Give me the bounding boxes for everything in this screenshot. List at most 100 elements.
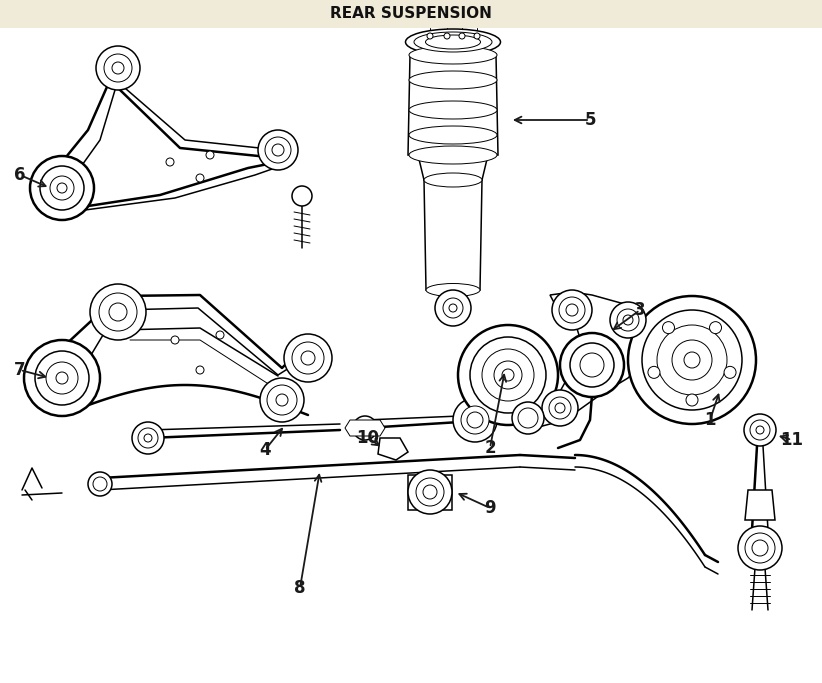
Circle shape bbox=[512, 402, 544, 434]
Polygon shape bbox=[408, 55, 498, 155]
Circle shape bbox=[99, 293, 137, 331]
Circle shape bbox=[672, 340, 712, 380]
Circle shape bbox=[709, 322, 722, 333]
Circle shape bbox=[416, 478, 444, 506]
Circle shape bbox=[96, 46, 140, 90]
Circle shape bbox=[738, 526, 782, 570]
Circle shape bbox=[56, 372, 68, 384]
Circle shape bbox=[559, 297, 585, 323]
Circle shape bbox=[750, 420, 770, 440]
Circle shape bbox=[46, 362, 78, 394]
Circle shape bbox=[50, 176, 74, 200]
Circle shape bbox=[216, 331, 224, 339]
Ellipse shape bbox=[409, 101, 497, 119]
Circle shape bbox=[449, 304, 457, 312]
Circle shape bbox=[90, 284, 146, 340]
Circle shape bbox=[752, 540, 768, 556]
Circle shape bbox=[458, 325, 558, 425]
Circle shape bbox=[35, 351, 89, 405]
Ellipse shape bbox=[414, 32, 492, 52]
Circle shape bbox=[657, 325, 727, 395]
Ellipse shape bbox=[424, 173, 482, 187]
Polygon shape bbox=[408, 475, 452, 510]
Text: REAR SUSPENSION: REAR SUSPENSION bbox=[330, 7, 492, 21]
Circle shape bbox=[494, 361, 522, 389]
Circle shape bbox=[724, 366, 736, 378]
Polygon shape bbox=[378, 438, 408, 460]
Circle shape bbox=[686, 394, 698, 406]
Circle shape bbox=[560, 333, 624, 397]
Circle shape bbox=[93, 477, 107, 491]
Circle shape bbox=[109, 303, 127, 321]
Polygon shape bbox=[345, 420, 385, 436]
Ellipse shape bbox=[409, 146, 497, 164]
Circle shape bbox=[610, 302, 646, 338]
Text: 4: 4 bbox=[259, 441, 270, 459]
Circle shape bbox=[30, 156, 94, 220]
Circle shape bbox=[580, 353, 604, 377]
Circle shape bbox=[461, 406, 489, 434]
Circle shape bbox=[744, 414, 776, 446]
Circle shape bbox=[470, 337, 546, 413]
Circle shape bbox=[57, 183, 67, 193]
Ellipse shape bbox=[405, 29, 501, 55]
Circle shape bbox=[427, 33, 433, 39]
Circle shape bbox=[474, 33, 480, 39]
Circle shape bbox=[272, 144, 284, 156]
Circle shape bbox=[206, 151, 214, 159]
Circle shape bbox=[196, 174, 204, 182]
Text: 1: 1 bbox=[704, 411, 716, 429]
Circle shape bbox=[276, 394, 288, 406]
Circle shape bbox=[166, 158, 174, 166]
Circle shape bbox=[570, 343, 614, 387]
Circle shape bbox=[623, 315, 633, 325]
Polygon shape bbox=[424, 180, 482, 290]
Circle shape bbox=[518, 408, 538, 428]
Circle shape bbox=[88, 472, 112, 496]
Circle shape bbox=[292, 342, 324, 374]
Text: 7: 7 bbox=[14, 361, 25, 379]
Circle shape bbox=[24, 340, 100, 416]
Ellipse shape bbox=[409, 126, 497, 144]
Circle shape bbox=[745, 533, 775, 563]
Circle shape bbox=[353, 416, 377, 440]
Circle shape bbox=[284, 334, 332, 382]
Circle shape bbox=[40, 166, 84, 210]
Ellipse shape bbox=[409, 71, 497, 89]
Circle shape bbox=[260, 378, 304, 422]
Circle shape bbox=[258, 130, 298, 170]
Circle shape bbox=[459, 33, 465, 39]
Text: 8: 8 bbox=[294, 579, 306, 597]
Text: 6: 6 bbox=[14, 166, 25, 184]
Circle shape bbox=[144, 434, 152, 442]
Ellipse shape bbox=[426, 283, 480, 296]
Circle shape bbox=[453, 398, 497, 442]
Text: 11: 11 bbox=[781, 431, 803, 449]
Ellipse shape bbox=[426, 35, 481, 49]
Circle shape bbox=[542, 390, 578, 426]
Circle shape bbox=[555, 403, 565, 413]
Circle shape bbox=[132, 422, 164, 454]
Circle shape bbox=[648, 366, 660, 378]
Circle shape bbox=[684, 352, 700, 368]
Circle shape bbox=[443, 298, 463, 318]
Circle shape bbox=[566, 304, 578, 316]
Circle shape bbox=[549, 397, 571, 419]
Circle shape bbox=[628, 296, 756, 424]
Polygon shape bbox=[745, 490, 775, 520]
Circle shape bbox=[469, 414, 481, 426]
Circle shape bbox=[267, 385, 297, 415]
Text: 3: 3 bbox=[635, 301, 646, 319]
Text: 2: 2 bbox=[484, 439, 496, 457]
Circle shape bbox=[408, 470, 452, 514]
Polygon shape bbox=[520, 292, 650, 428]
Circle shape bbox=[617, 309, 639, 331]
Circle shape bbox=[482, 349, 534, 401]
Circle shape bbox=[663, 322, 675, 333]
Circle shape bbox=[756, 426, 764, 434]
Circle shape bbox=[467, 412, 483, 428]
Circle shape bbox=[502, 369, 514, 381]
Circle shape bbox=[435, 290, 471, 326]
Text: 10: 10 bbox=[357, 429, 380, 447]
Circle shape bbox=[292, 186, 312, 206]
